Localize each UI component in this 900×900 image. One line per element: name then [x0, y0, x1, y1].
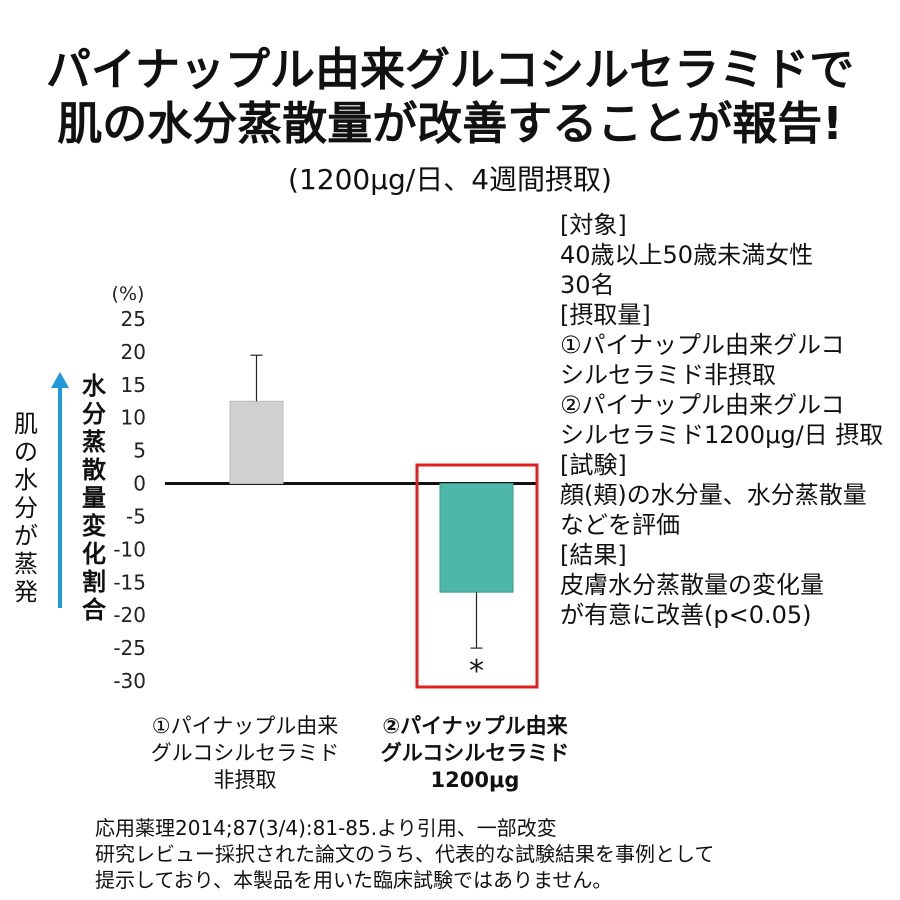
info-line: [試験]	[560, 451, 627, 479]
y-tick-label: -10	[113, 537, 146, 561]
info-line: [摂取量]	[560, 301, 651, 329]
info-line: 皮膚水分蒸散量の変化量	[560, 571, 824, 599]
y-axis-unit: (%)	[112, 283, 145, 305]
category-label-line: ②パイナップル由来	[382, 714, 568, 738]
category-label-line: 非摂取	[213, 768, 277, 792]
category-label-line: 1200μg	[430, 768, 520, 792]
significance-mark: *	[469, 654, 484, 689]
y-tick-label: 5	[133, 439, 146, 463]
info-line: 40歳以上50歳未満女性	[560, 241, 814, 269]
footnote-line: 提示しており、本製品を用いた臨床試験ではありません。	[95, 868, 613, 892]
title-line-1: パイナップル由来グルコシルセラミドで	[45, 43, 855, 96]
info-line: が有意に改善(p<0.05)	[560, 601, 812, 629]
info-line: シルセラミド非摂取	[560, 361, 776, 389]
category-label-line: ①パイナップル由来	[151, 714, 339, 738]
footnote: 応用薬理2014;87(3/4):81-85.より引用、一部改変 研究レビュー採択…	[95, 815, 714, 893]
category-label-line: グルコシルセラミド	[380, 741, 570, 765]
bar-1	[229, 400, 284, 485]
info-line: などを評価	[560, 511, 680, 539]
y-tick-label: 25	[121, 307, 146, 331]
y-tick-label: 10	[121, 406, 146, 430]
y-tick-label: 0	[133, 472, 146, 496]
info-line: 30名	[560, 271, 615, 299]
bar-chart: (%)25 20 15 10 5 0 -5 -10 -15 -20 -25 -30 *	[112, 283, 539, 693]
y-tick-label: -30	[113, 669, 146, 693]
highlight-box	[415, 463, 539, 689]
info-line: [結果]	[560, 541, 627, 569]
info-line: 顔(頬)の水分量、水分蒸散量	[560, 481, 867, 509]
bar-2	[439, 483, 514, 593]
subtitle: (1200μg/日、4週間摂取)	[288, 163, 612, 196]
info-line: ①パイナップル由来グルコ	[560, 331, 845, 359]
y-tick-label: -15	[113, 570, 146, 594]
y-tick-label: 20	[121, 340, 146, 364]
y-tick-label: -20	[113, 603, 146, 627]
footnote-line: 応用薬理2014;87(3/4):81-85.より引用、一部改変	[95, 816, 557, 840]
title-line-2: 肌の水分蒸散量が改善することが報告!	[57, 97, 843, 150]
info-line: シルセラミド1200μg/日 摂取	[560, 421, 884, 449]
info-line: [対象]	[560, 211, 627, 239]
category-label-2: ②パイナップル由来 グルコシルセラミド 1200μg	[350, 713, 600, 794]
y-axis-label: 水分蒸散量変化割合	[82, 372, 106, 624]
category-label-line: グルコシルセラミド	[150, 741, 340, 765]
study-info: [対象] 40歳以上50歳未満女性 30名 [摂取量] ①パイナップル由来グルコ シルセラ…	[560, 210, 883, 630]
category-label-1: ①パイナップル由来 グルコシルセラミド 非摂取	[120, 713, 370, 794]
up-arrow-icon	[51, 372, 69, 608]
footnote-line: 研究レビュー採択された論文のうち、代表的な試験結果を事例として	[95, 842, 715, 866]
y-tick-label: -25	[113, 636, 146, 660]
y-tick-label: 15	[121, 373, 146, 397]
info-line: ②パイナップル由来グルコ	[560, 391, 845, 419]
arrow-label: 肌の水分が蒸発	[14, 410, 38, 606]
y-tick-label: -5	[126, 504, 146, 528]
